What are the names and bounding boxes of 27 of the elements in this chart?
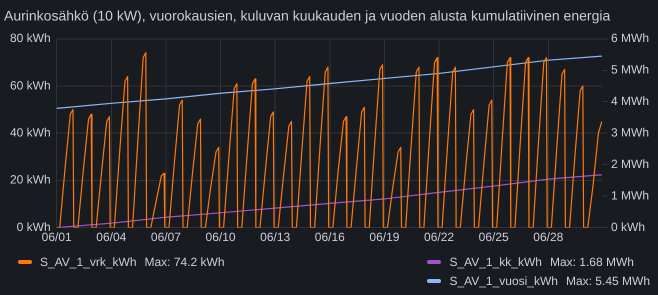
y-tick-label: 80 kWh [10, 31, 51, 46]
text: Max: 74.2 kWh [144, 254, 225, 268]
x-tick-label: 06/28 [533, 230, 564, 244]
y-tick-label: 40 kWh [10, 126, 51, 140]
x-tick-label: 06/16 [314, 230, 346, 244]
y2-tick-label: 3 MWh [610, 126, 650, 140]
text: Max: 5.45 MWh [566, 274, 650, 288]
y2-tick-label: 4 MWh [610, 94, 650, 108]
y2-tick-label: 2 MWh [610, 156, 650, 171]
legend-label: S_AV_1_vuosi_kWh [449, 274, 558, 288]
x-tick-label: 06/22 [424, 230, 454, 244]
y-tick-label: 60 kWh [10, 78, 51, 92]
legend-label: S_AV_1_vrk_kWh [40, 254, 136, 268]
text: Max: 1.68 MWh [550, 254, 634, 268]
x-tick-label: 06/07 [150, 230, 182, 244]
x-tick-label: 06/19 [369, 230, 400, 244]
legend-label: S_AV_1_kk_kWh [449, 254, 542, 268]
x-tick-label: 06/13 [260, 230, 291, 244]
x-tick-label: 06/10 [206, 230, 236, 244]
x-tick-label: 06/25 [478, 230, 510, 244]
chart-title: Aurinkosähkö (10 kW), vuorokausien, kuluvan kuukauden ja vuoden alusta kumulatiivinen energia [4, 7, 610, 24]
y2-tick-label: 5 MWh [610, 62, 650, 77]
y2-tick-label: 1 MWh [610, 188, 650, 202]
y2-tick-label: 0 kWh [610, 220, 646, 234]
y-tick-label: 20 kWh [10, 172, 51, 187]
y2-tick-label: 6 MWh [610, 31, 650, 46]
x-tick-label: 06/04 [96, 230, 127, 244]
